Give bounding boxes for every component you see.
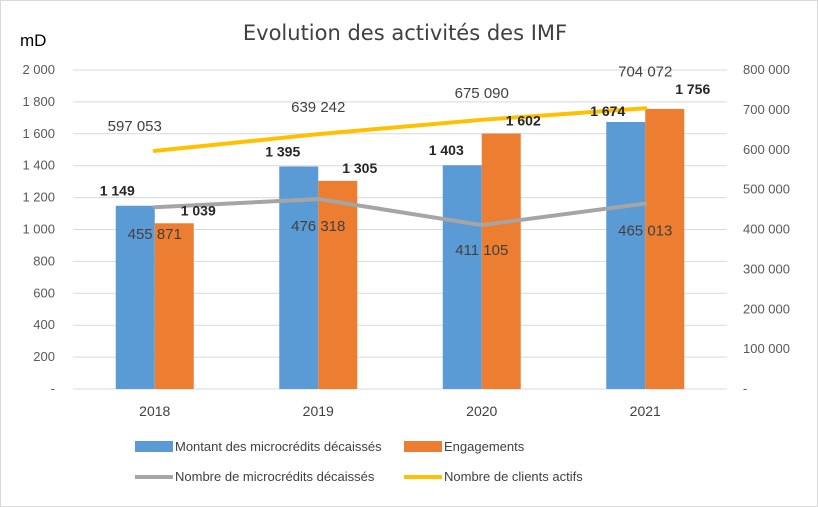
bar-data-label: 1 403 — [429, 142, 464, 158]
bar — [606, 121, 646, 389]
x-axis-category-label: 2021 — [630, 403, 661, 419]
right-axis-ticks: - 100 000 200 000 300 000 400 000 500 000 600 … — [743, 62, 790, 396]
left-axis-ticks: - 200 400 600 800 1 000 1 200 1 400 1 600 1 800 2 … — [22, 62, 55, 396]
right-axis-tick-label: 500 000 — [743, 182, 790, 197]
left-axis-tick-label: 200 — [33, 349, 55, 364]
legend-swatch — [135, 441, 173, 452]
line-data-label: 597 053 — [108, 118, 162, 135]
x-axis-categories: 2018 2019 2020 2021 — [139, 403, 661, 419]
left-axis-tick-label: 1 200 — [22, 190, 55, 205]
left-axis-tick-label: - — [51, 381, 55, 396]
bar-data-label: 1 149 — [100, 183, 135, 199]
legend: Montant des microcrédits décaissés Engage… — [135, 439, 583, 484]
line-data-label: 639 242 — [291, 99, 345, 116]
line-data-label: 411 105 — [455, 242, 508, 259]
bar-data-label: 1 602 — [506, 112, 541, 128]
legend-label: Montant des microcrédits décaissés — [175, 439, 382, 454]
right-axis-tick-label: - — [743, 381, 747, 396]
legend-swatch — [404, 441, 442, 452]
left-axis-tick-label: 1 600 — [22, 126, 55, 141]
bar — [442, 165, 482, 389]
line-data-label: 465 013 — [618, 223, 672, 240]
x-axis-category-label: 2018 — [139, 403, 170, 419]
bar-data-label: 1 756 — [675, 81, 710, 97]
bar — [481, 133, 521, 389]
data-labels: 1 149 1 395 1 403 1 674 1 039 1 305 1 602 1 756… — [100, 63, 711, 259]
series-line — [152, 197, 648, 228]
line-data-label: 455 871 — [128, 226, 182, 243]
x-axis-category-label: 2019 — [303, 403, 334, 419]
right-axis-tick-label: 100 000 — [743, 341, 790, 356]
bar-data-label: 1 039 — [181, 202, 216, 218]
bar — [279, 166, 319, 389]
legend-label: Nombre de clients actifs — [444, 469, 583, 484]
line-data-label: 476 318 — [291, 218, 345, 235]
left-axis-tick-label: 400 — [33, 317, 55, 332]
series-line — [152, 106, 648, 153]
bar-data-label: 1 395 — [265, 143, 300, 159]
right-axis-tick-label: 800 000 — [743, 62, 790, 77]
bar — [154, 223, 194, 389]
right-axis-tick-label: 700 000 — [743, 102, 790, 117]
left-axis-tick-label: 2 000 — [22, 62, 55, 77]
y-axis-unit-label: mD — [20, 31, 46, 50]
left-axis-tick-label: 1 000 — [22, 222, 55, 237]
bar — [318, 180, 358, 389]
left-axis-tick-label: 800 — [33, 253, 55, 268]
line-data-label: 675 090 — [455, 85, 509, 102]
right-axis-tick-label: 200 000 — [743, 301, 790, 316]
line-data-label: 704 072 — [618, 63, 672, 80]
bar — [115, 205, 155, 389]
left-axis-tick-label: 1 800 — [22, 94, 55, 109]
legend-label: Engagements — [444, 439, 525, 454]
bars — [115, 108, 685, 389]
right-axis-tick-label: 600 000 — [743, 142, 790, 157]
legend-label: Nombre de microcrédits décaissés — [175, 469, 375, 484]
chart-title: Evolution des activités des IMF — [243, 21, 567, 45]
left-axis-tick-label: 600 — [33, 285, 55, 300]
bar-data-label: 1 674 — [590, 103, 625, 119]
right-axis-tick-label: 400 000 — [743, 222, 790, 237]
right-axis-tick-label: 300 000 — [743, 261, 790, 276]
left-axis-tick-label: 1 400 — [22, 158, 55, 173]
x-axis-category-label: 2020 — [466, 403, 497, 419]
bar-data-label: 1 305 — [342, 160, 377, 176]
series-lines — [152, 106, 648, 228]
bar — [645, 108, 685, 389]
